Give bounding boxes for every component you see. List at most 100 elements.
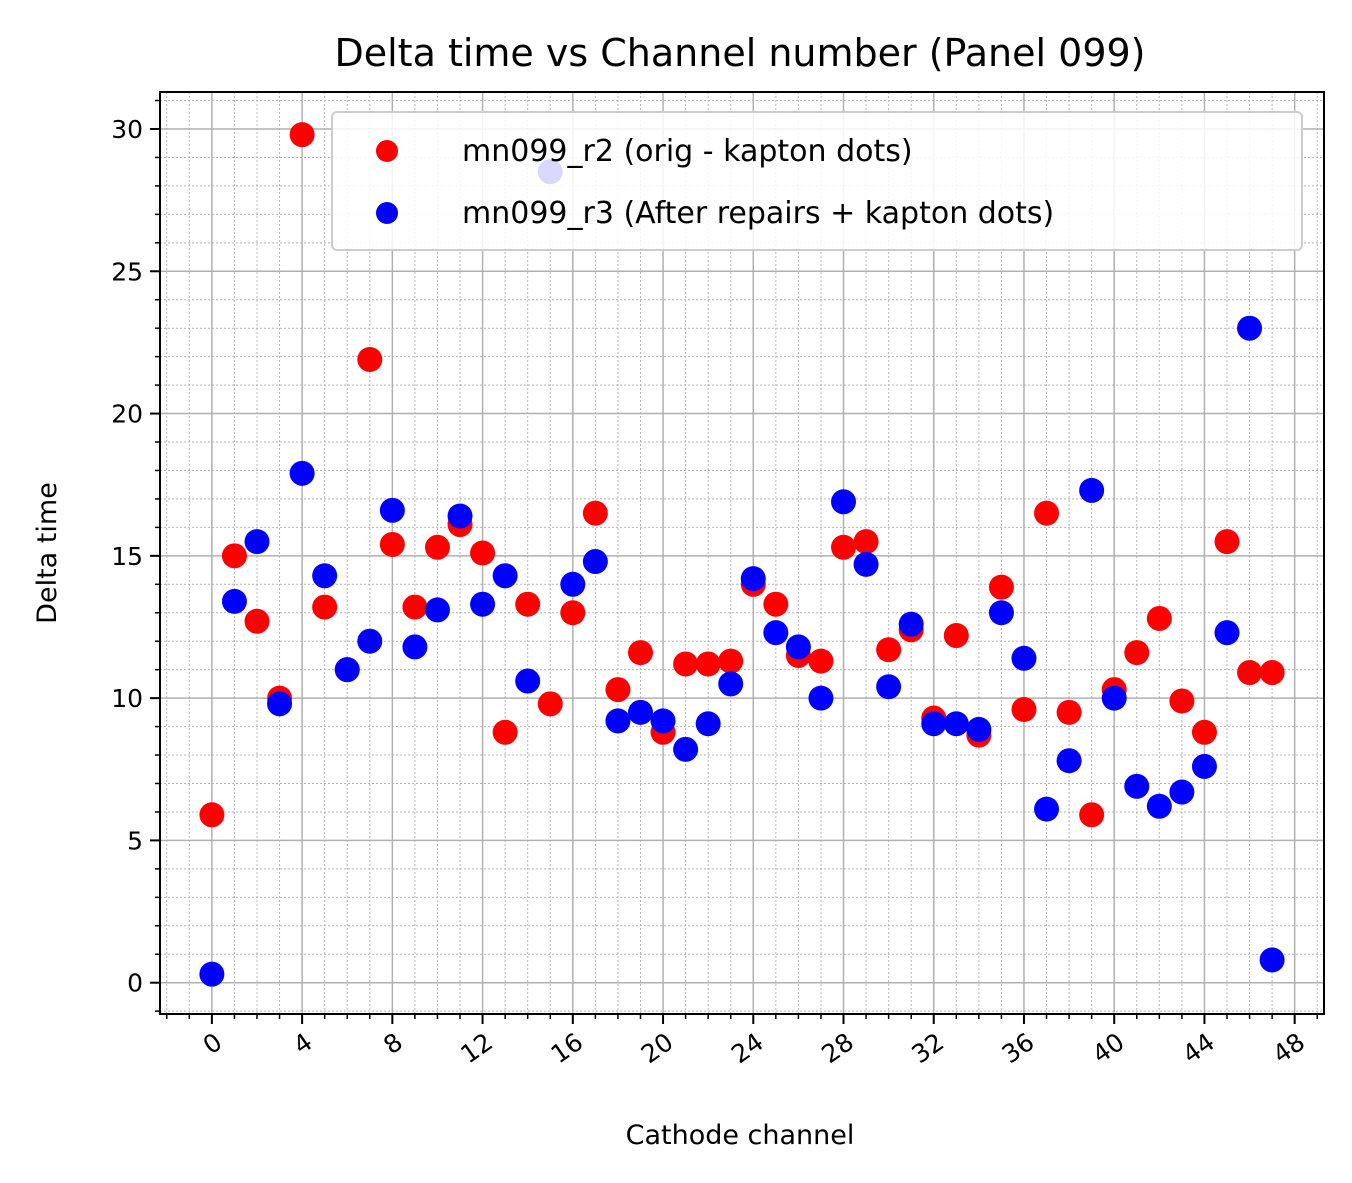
legend-marker-r2 <box>376 140 398 162</box>
point-series-0 <box>424 534 450 560</box>
y-tick-label: 30 <box>111 115 143 144</box>
point-series-1 <box>853 551 879 577</box>
point-series-0 <box>1169 688 1195 714</box>
legend-marker-r3 <box>376 202 398 224</box>
point-series-0 <box>1034 500 1060 526</box>
point-series-1 <box>470 591 496 617</box>
point-series-0 <box>943 623 969 649</box>
point-series-0 <box>876 637 902 663</box>
point-series-1 <box>650 708 676 734</box>
point-series-1 <box>763 620 789 646</box>
point-series-0 <box>1056 699 1082 725</box>
point-series-0 <box>560 600 586 626</box>
point-series-0 <box>515 591 541 617</box>
point-series-0 <box>718 648 744 674</box>
point-series-1 <box>718 671 744 697</box>
point-series-1 <box>492 563 518 589</box>
point-series-0 <box>289 122 315 148</box>
point-series-1 <box>943 711 969 737</box>
point-series-0 <box>379 531 405 557</box>
point-series-1 <box>898 611 924 637</box>
plot-frame <box>159 91 1325 1015</box>
point-series-0 <box>831 534 857 560</box>
point-series-1 <box>1237 315 1263 341</box>
point-series-0 <box>627 640 653 666</box>
point-series-1 <box>289 460 315 486</box>
x-axis-label: Cathode channel <box>626 1120 855 1151</box>
y-tick-label: 5 <box>127 826 143 855</box>
point-series-1 <box>402 634 428 660</box>
legend-label-r2: mn099_r2 (orig - kapton dots) <box>462 134 913 169</box>
point-series-1 <box>921 711 947 737</box>
point-series-0 <box>1124 640 1150 666</box>
point-series-0 <box>1259 660 1285 686</box>
point-series-1 <box>312 563 338 589</box>
y-axis-label: Delta time <box>32 482 63 624</box>
point-series-1 <box>1146 793 1172 819</box>
point-series-1 <box>357 628 383 654</box>
point-series-0 <box>1191 719 1217 745</box>
point-series-1 <box>605 708 631 734</box>
legend: mn099_r2 (orig - kapton dots) mn099_r3 (… <box>331 111 1303 251</box>
point-series-1 <box>515 668 541 694</box>
point-series-1 <box>221 588 247 614</box>
point-series-1 <box>831 489 857 515</box>
point-series-0 <box>582 500 608 526</box>
point-series-1 <box>424 597 450 623</box>
point-series-1 <box>1191 753 1217 779</box>
point-series-1 <box>1124 773 1150 799</box>
point-series-1 <box>673 736 699 762</box>
point-series-0 <box>1214 529 1240 555</box>
point-series-1 <box>695 711 721 737</box>
point-series-1 <box>1056 748 1082 774</box>
point-series-0 <box>312 594 338 620</box>
point-series-0 <box>244 608 270 634</box>
legend-box <box>331 111 1303 251</box>
point-series-0 <box>199 802 225 828</box>
point-series-1 <box>1034 796 1060 822</box>
point-series-1 <box>808 685 834 711</box>
point-series-1 <box>1079 477 1105 503</box>
point-series-0 <box>605 677 631 703</box>
point-series-0 <box>673 651 699 677</box>
point-series-0 <box>695 651 721 677</box>
chart-title: Delta time vs Channel number (Panel 099) <box>334 31 1145 75</box>
point-series-1 <box>267 691 293 717</box>
point-series-0 <box>470 540 496 566</box>
point-series-1 <box>447 503 473 529</box>
point-series-0 <box>1011 697 1037 723</box>
point-series-1 <box>1259 947 1285 973</box>
point-series-0 <box>402 594 428 620</box>
point-series-1 <box>1214 620 1240 646</box>
point-series-0 <box>221 543 247 569</box>
y-tick-label: 0 <box>127 969 143 998</box>
point-series-0 <box>1237 660 1263 686</box>
y-tick-label: 20 <box>111 400 143 429</box>
data-points <box>199 122 1285 987</box>
point-series-1 <box>785 634 811 660</box>
point-series-1 <box>740 566 766 592</box>
point-series-0 <box>492 719 518 745</box>
point-series-1 <box>988 600 1014 626</box>
point-series-1 <box>582 549 608 575</box>
point-series-0 <box>853 529 879 555</box>
point-series-0 <box>1079 802 1105 828</box>
point-series-1 <box>627 699 653 725</box>
point-series-0 <box>988 574 1014 600</box>
legend-label-r3: mn099_r3 (After repairs + kapton dots) <box>462 196 1054 231</box>
point-series-1 <box>379 497 405 523</box>
point-series-1 <box>244 529 270 555</box>
point-series-0 <box>357 346 383 372</box>
y-tick-label: 10 <box>111 684 143 713</box>
point-series-1 <box>1011 645 1037 671</box>
point-series-1 <box>1169 779 1195 805</box>
y-tick-label: 25 <box>111 257 143 286</box>
point-series-0 <box>1146 605 1172 631</box>
point-series-1 <box>560 571 586 597</box>
point-series-1 <box>876 674 902 700</box>
point-series-1 <box>966 716 992 742</box>
point-series-1 <box>334 657 360 683</box>
point-series-1 <box>1101 685 1127 711</box>
point-series-0 <box>763 591 789 617</box>
